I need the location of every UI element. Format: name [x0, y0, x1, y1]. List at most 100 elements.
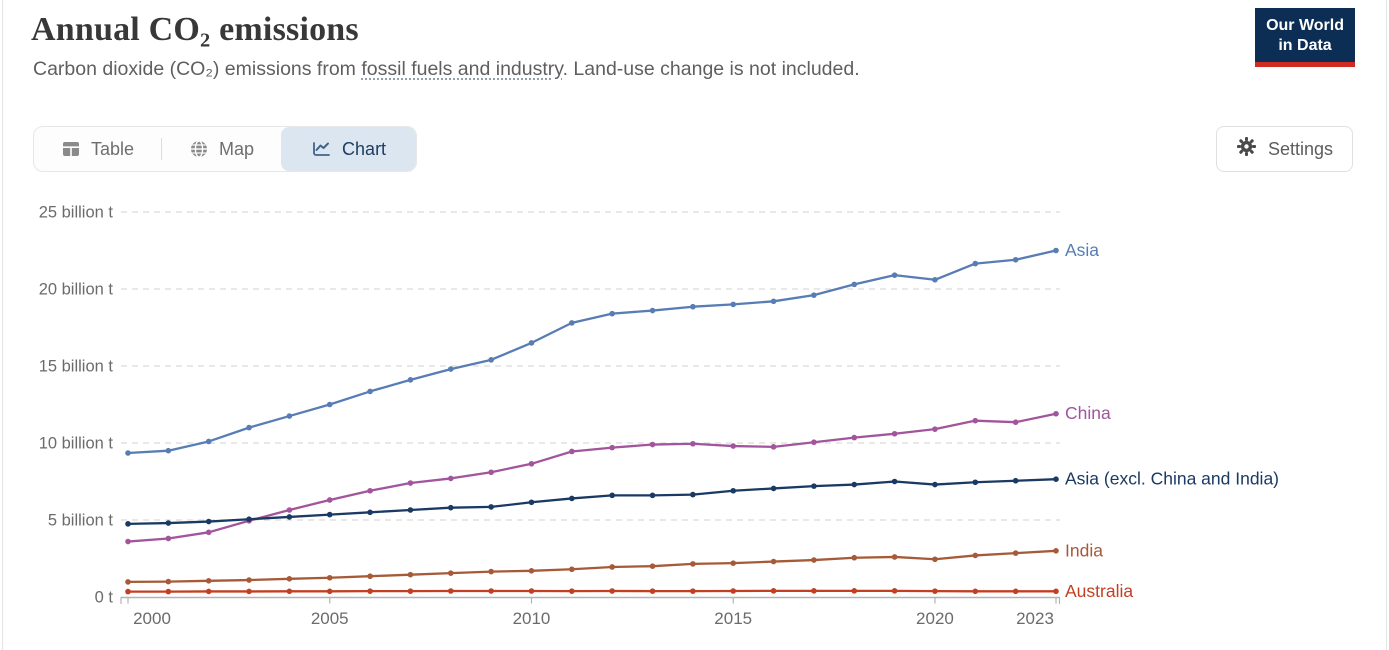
- data-point[interactable]: [125, 588, 131, 595]
- data-point[interactable]: [488, 568, 494, 575]
- co2-line-chart[interactable]: 25 billion t 20 billion t 15 billion t 10 b…: [3, 180, 1387, 650]
- data-point[interactable]: [447, 504, 454, 511]
- data-point[interactable]: [1053, 588, 1059, 595]
- data-point[interactable]: [125, 450, 131, 456]
- data-point[interactable]: [326, 588, 333, 595]
- data-point[interactable]: [649, 307, 656, 314]
- data-point[interactable]: [1053, 247, 1059, 254]
- data-point[interactable]: [1053, 476, 1059, 482]
- data-point[interactable]: [246, 516, 252, 523]
- data-point[interactable]: [205, 518, 212, 525]
- data-point[interactable]: [165, 447, 172, 454]
- data-point[interactable]: [932, 556, 938, 563]
- data-point[interactable]: [326, 574, 333, 581]
- data-point[interactable]: [851, 434, 858, 441]
- data-point[interactable]: [690, 561, 696, 567]
- data-point[interactable]: [569, 448, 575, 455]
- series-line[interactable]: [126, 478, 1058, 525]
- data-point[interactable]: [528, 499, 535, 506]
- data-point[interactable]: [891, 554, 898, 560]
- data-point[interactable]: [649, 441, 656, 448]
- subtitle-link[interactable]: fossil fuels and industry: [361, 58, 563, 80]
- data-point[interactable]: [488, 588, 494, 594]
- tab-chart[interactable]: Chart: [281, 127, 417, 171]
- data-point[interactable]: [972, 552, 979, 559]
- data-point[interactable]: [367, 487, 373, 494]
- data-point[interactable]: [811, 483, 817, 489]
- data-point[interactable]: [407, 480, 414, 486]
- data-point[interactable]: [770, 444, 777, 450]
- data-point[interactable]: [205, 588, 212, 595]
- data-point[interactable]: [528, 588, 535, 594]
- data-point[interactable]: [165, 520, 172, 526]
- data-point[interactable]: [407, 571, 414, 578]
- data-point[interactable]: [811, 292, 817, 298]
- data-point[interactable]: [811, 439, 817, 446]
- series-line[interactable]: [126, 589, 1058, 593]
- data-point[interactable]: [811, 588, 817, 594]
- data-point[interactable]: [528, 568, 535, 574]
- data-point[interactable]: [609, 492, 615, 499]
- data-point[interactable]: [569, 495, 575, 502]
- data-point[interactable]: [569, 588, 575, 594]
- data-point[interactable]: [690, 303, 696, 310]
- series-label[interactable]: China: [1065, 403, 1111, 423]
- data-point[interactable]: [367, 573, 373, 580]
- data-point[interactable]: [1012, 588, 1019, 595]
- data-point[interactable]: [690, 588, 696, 594]
- data-point[interactable]: [367, 509, 373, 516]
- data-point[interactable]: [286, 576, 293, 582]
- series-label[interactable]: Asia (excl. China and India): [1065, 469, 1279, 489]
- data-point[interactable]: [609, 310, 615, 317]
- data-point[interactable]: [770, 558, 777, 565]
- settings-button[interactable]: Settings: [1215, 126, 1353, 172]
- data-point[interactable]: [730, 487, 737, 494]
- data-point[interactable]: [569, 566, 575, 573]
- data-point[interactable]: [205, 438, 212, 445]
- data-point[interactable]: [569, 320, 575, 326]
- data-point[interactable]: [649, 492, 656, 499]
- data-point[interactable]: [488, 357, 494, 363]
- data-point[interactable]: [851, 554, 858, 561]
- series-line[interactable]: [126, 412, 1058, 543]
- data-point[interactable]: [730, 588, 737, 594]
- data-point[interactable]: [1053, 548, 1059, 554]
- data-point[interactable]: [447, 570, 454, 576]
- data-point[interactable]: [246, 588, 252, 595]
- data-point[interactable]: [811, 557, 817, 563]
- data-point[interactable]: [891, 272, 898, 278]
- data-point[interactable]: [690, 440, 696, 447]
- data-point[interactable]: [1012, 477, 1019, 484]
- data-point[interactable]: [367, 388, 373, 395]
- data-point[interactable]: [891, 430, 898, 437]
- tab-map[interactable]: Map: [162, 127, 281, 171]
- data-point[interactable]: [891, 588, 898, 594]
- data-point[interactable]: [972, 479, 979, 486]
- data-point[interactable]: [770, 485, 777, 492]
- data-point[interactable]: [891, 478, 898, 485]
- data-point[interactable]: [286, 413, 293, 419]
- data-point[interactable]: [407, 588, 414, 594]
- data-point[interactable]: [730, 443, 737, 449]
- data-point[interactable]: [125, 521, 131, 527]
- data-point[interactable]: [205, 578, 212, 584]
- data-point[interactable]: [932, 426, 938, 432]
- series-line[interactable]: [126, 549, 1058, 584]
- data-point[interactable]: [125, 538, 131, 545]
- data-point[interactable]: [246, 424, 252, 431]
- data-point[interactable]: [690, 491, 696, 498]
- data-point[interactable]: [932, 588, 938, 594]
- data-point[interactable]: [972, 588, 979, 595]
- data-point[interactable]: [205, 529, 212, 536]
- data-point[interactable]: [972, 417, 979, 424]
- data-point[interactable]: [932, 276, 938, 283]
- data-point[interactable]: [326, 497, 333, 503]
- data-point[interactable]: [326, 511, 333, 518]
- series-label[interactable]: Australia: [1065, 581, 1133, 601]
- data-point[interactable]: [286, 507, 293, 513]
- data-point[interactable]: [1053, 410, 1059, 417]
- data-point[interactable]: [326, 401, 333, 408]
- data-point[interactable]: [649, 563, 656, 569]
- data-point[interactable]: [851, 281, 858, 288]
- data-point[interactable]: [770, 298, 777, 305]
